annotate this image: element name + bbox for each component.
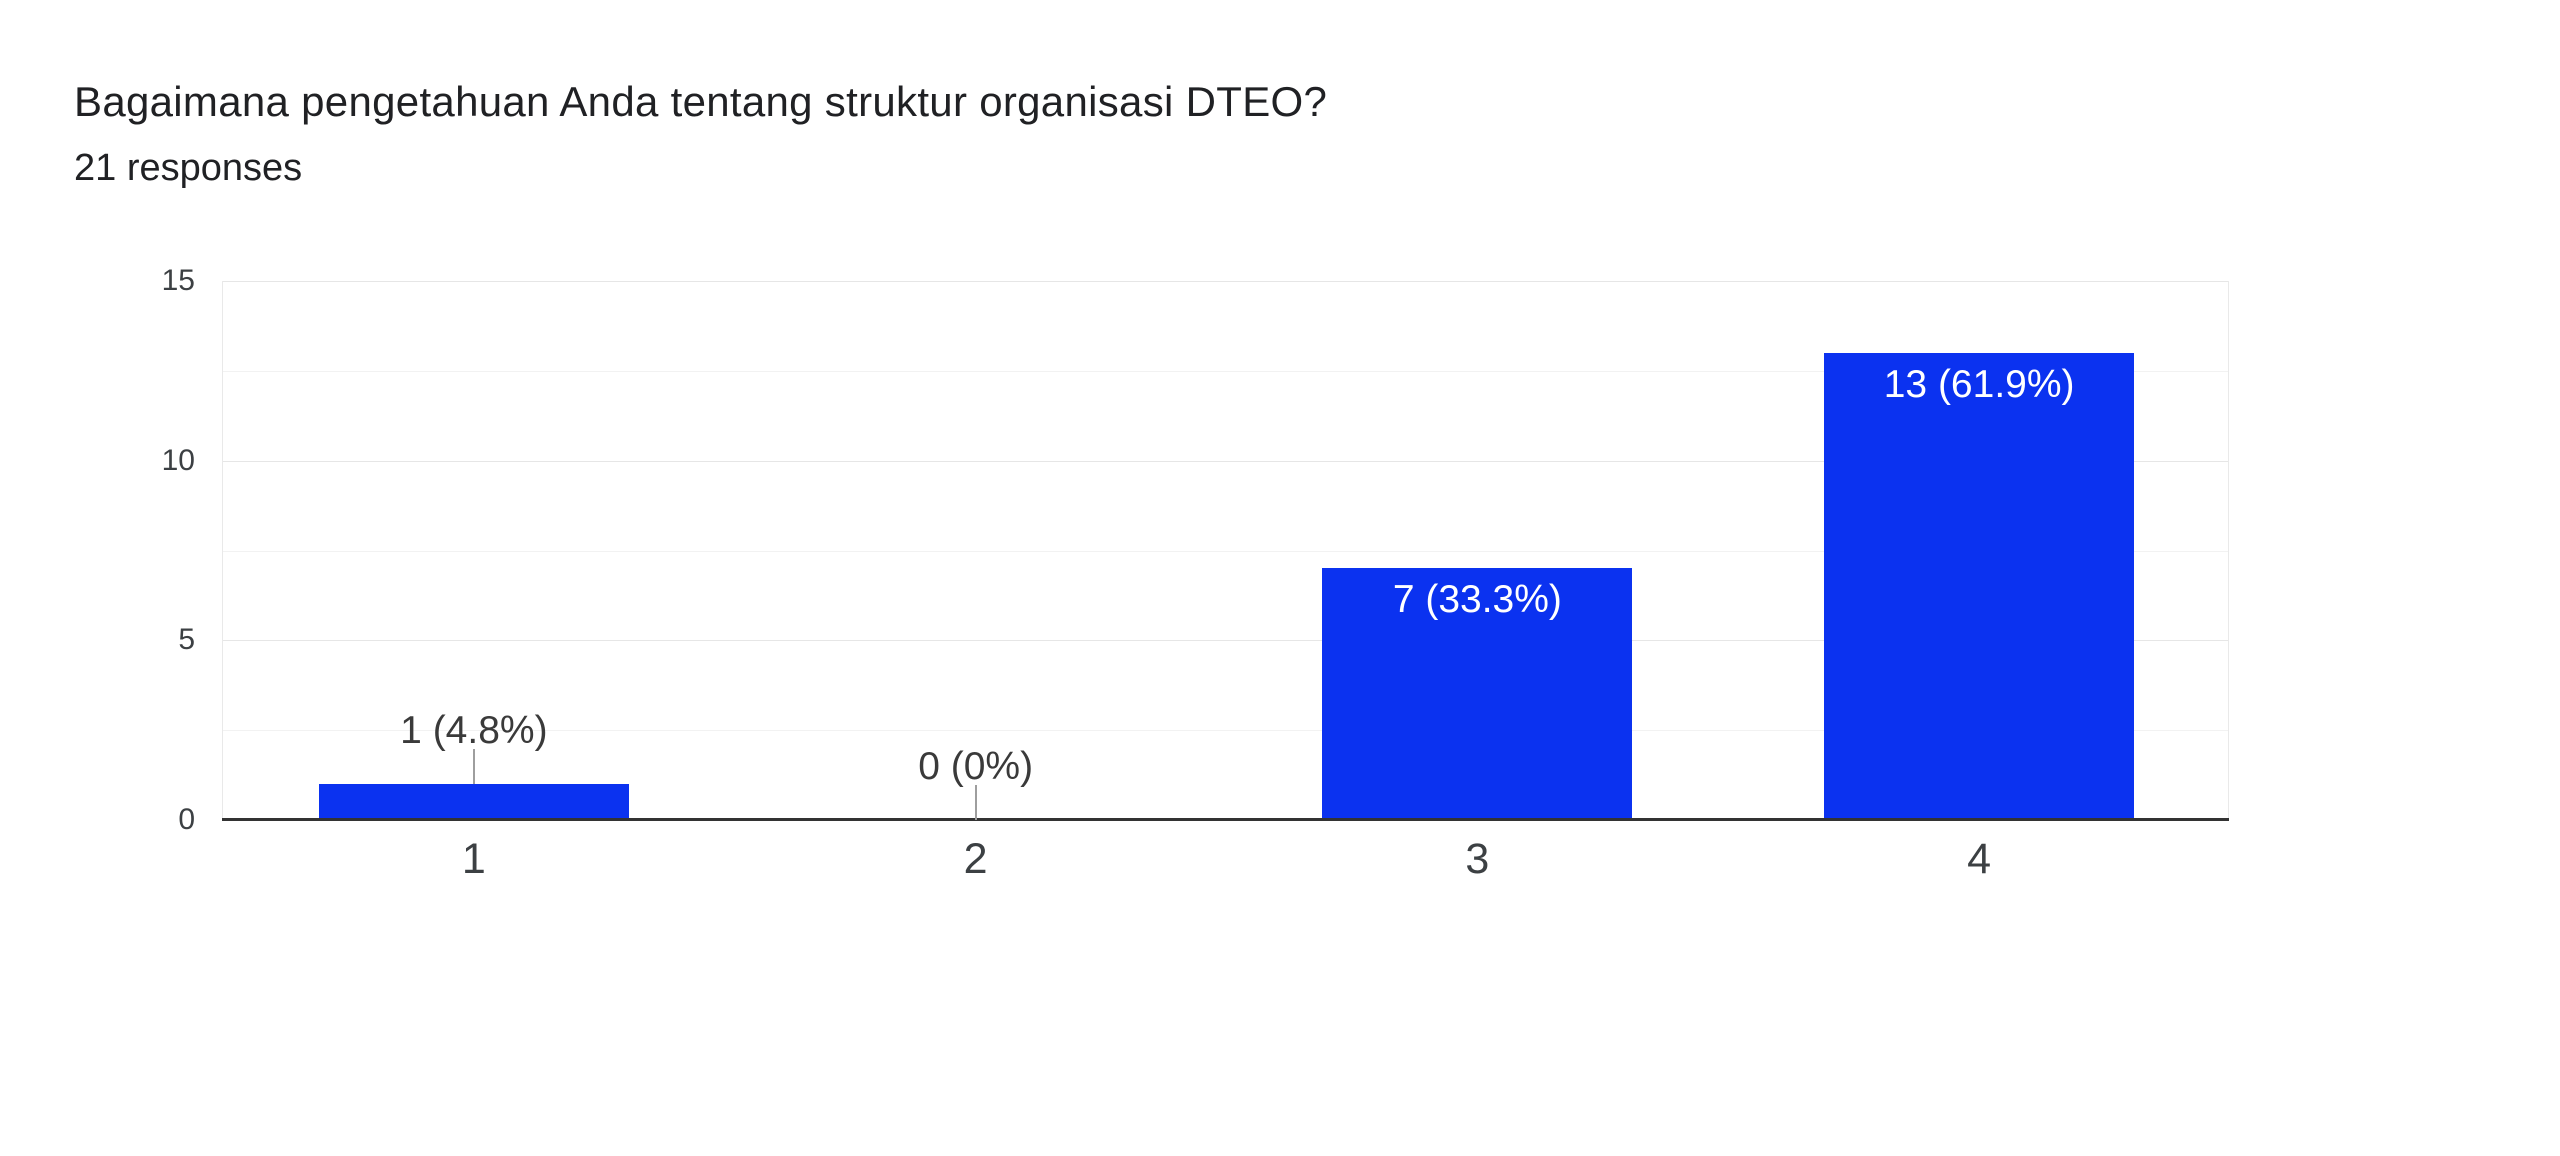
gridline-major: [223, 460, 2228, 462]
gridline-minor: [223, 370, 2228, 372]
x-axis-baseline: [222, 818, 2229, 821]
y-axis-label: 5: [178, 623, 195, 657]
bar-value-label: 1 (4.8%): [400, 709, 548, 753]
x-axis-label: 2: [963, 835, 988, 883]
bar: [1824, 352, 2135, 820]
gridline-major: [223, 640, 2228, 642]
y-axis-label: 10: [161, 443, 195, 477]
x-axis-label: 4: [1967, 835, 1992, 883]
gridline-major: [223, 281, 2228, 282]
question-title: Bagaimana pengetahuan Anda tentang struk…: [74, 78, 1328, 125]
bar-chart-plot-area: 1 (4.8%) 0 (0%) 7 (33.3%) 13 (61.9%) 0 5 10 15 1…: [162, 266, 2229, 881]
callout-stem: [472, 749, 475, 785]
x-axis-label: 1: [461, 835, 486, 883]
gridline-minor: [223, 550, 2228, 552]
response-count: 21 responses: [74, 147, 303, 189]
bar-value-label: 13 (61.9%): [1883, 362, 2075, 406]
bar-value-label: 7 (33.3%): [1392, 578, 1562, 622]
gridline-minor: [223, 730, 2228, 732]
bar-value-label: 0 (0%): [918, 745, 1034, 788]
bar: [318, 784, 629, 820]
y-axis-label: 15: [161, 264, 195, 297]
y-axis-label: 0: [178, 803, 195, 836]
x-axis-label: 3: [1465, 835, 1490, 883]
bar: [1322, 568, 1633, 820]
callout-stem: [974, 785, 977, 820]
